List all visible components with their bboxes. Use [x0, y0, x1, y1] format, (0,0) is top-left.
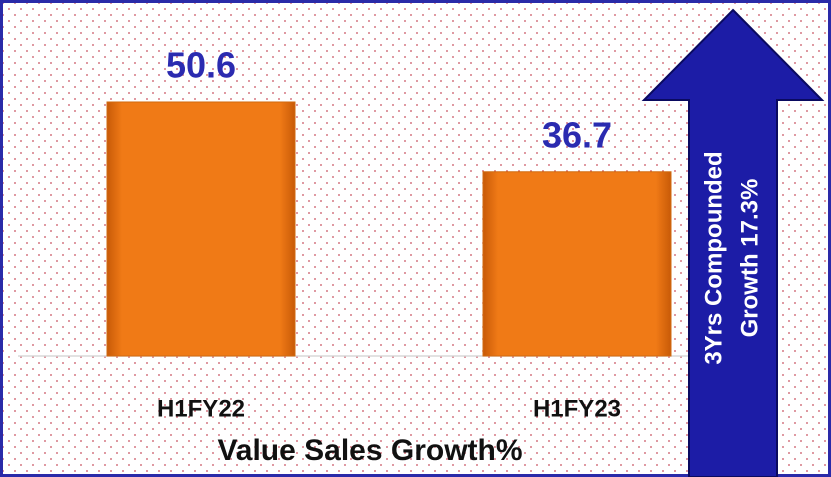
data-label: 36.7 — [542, 114, 612, 155]
data-label: 50.6 — [166, 45, 236, 86]
chart-title: Value Sales Growth% — [217, 434, 522, 467]
annotation-text: Growth 17.3% — [736, 179, 763, 338]
bar — [482, 171, 672, 357]
annotation-text: 3Yrs Compounded — [700, 151, 727, 364]
x-tick-label: H1FY22 — [157, 395, 245, 422]
x-tick-label: H1FY23 — [533, 395, 621, 422]
annotation-arrow: 3Yrs Compounded Growth 17.3% — [641, 8, 825, 477]
bar — [106, 101, 296, 357]
arrow-shape — [641, 8, 825, 477]
